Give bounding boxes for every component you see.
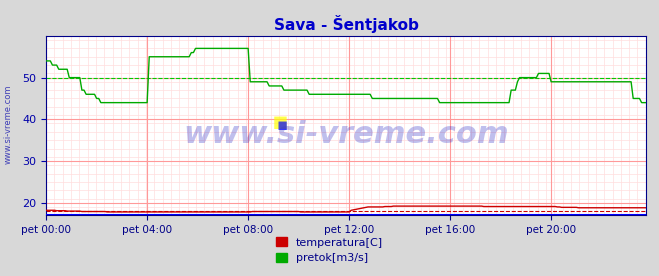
Text: ▪: ▪: [272, 110, 289, 134]
Text: ▪: ▪: [276, 116, 287, 134]
Text: www.si-vreme.com: www.si-vreme.com: [3, 84, 13, 164]
Legend: temperatura[C], pretok[m3/s]: temperatura[C], pretok[m3/s]: [272, 233, 387, 268]
Title: Sava - Šentjakob: Sava - Šentjakob: [273, 15, 418, 33]
Text: www.si-vreme.com: www.si-vreme.com: [183, 120, 509, 149]
